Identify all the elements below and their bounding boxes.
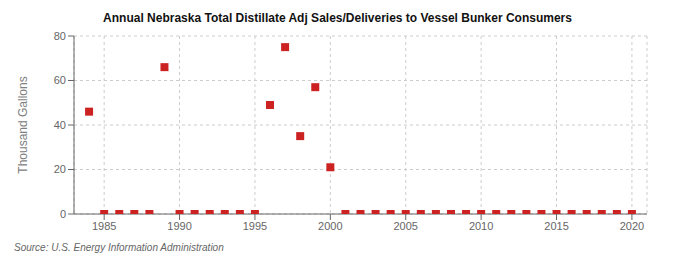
svg-text:1995: 1995	[243, 220, 267, 232]
svg-text:80: 80	[54, 30, 66, 42]
svg-text:1990: 1990	[167, 220, 191, 232]
svg-text:0: 0	[60, 208, 66, 220]
svg-text:1985: 1985	[92, 220, 116, 232]
html-text:Annual Nebraska Total Distilla: Annual Nebraska Total Distillate Adj Sal…	[103, 11, 572, 25]
svg-text:2005: 2005	[393, 220, 417, 232]
svg-text:20: 20	[54, 163, 66, 175]
svg-text:60: 60	[54, 74, 66, 86]
html-text:Source: U.S. Energy Informatio: Source: U.S. Energy Information Administ…	[14, 242, 224, 253]
svg-text:2015: 2015	[544, 220, 568, 232]
svg-text:2020: 2020	[620, 220, 644, 232]
svg-text:Thousand Gallons: Thousand Gallons	[16, 76, 30, 173]
svg-text:40: 40	[54, 119, 66, 131]
svg-text:2010: 2010	[469, 220, 493, 232]
svg-text:2000: 2000	[318, 220, 342, 232]
